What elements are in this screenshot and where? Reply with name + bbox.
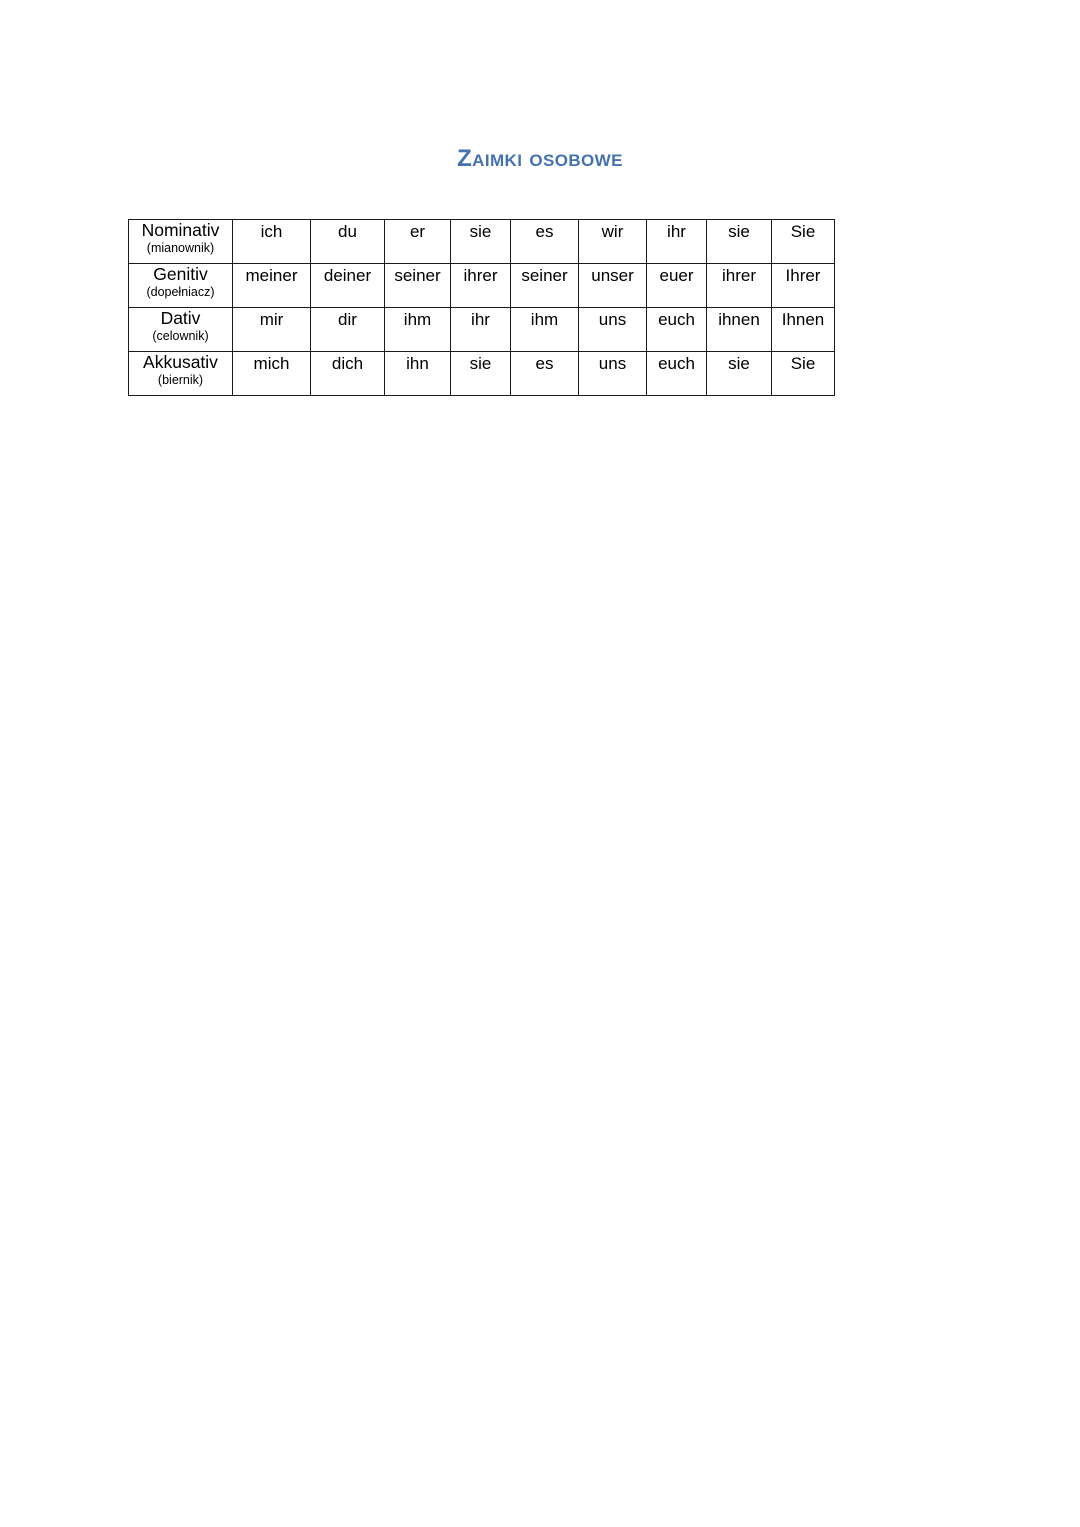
pronoun-cell: ihnen bbox=[706, 307, 772, 352]
pronoun-cell: Sie bbox=[771, 219, 835, 264]
pronoun-cell: meiner bbox=[232, 263, 311, 308]
pronoun-table-container: Nominativ (mianownik) ich du er sie es w… bbox=[128, 219, 835, 396]
pronoun-cell: euer bbox=[646, 263, 707, 308]
pronoun-cell: unser bbox=[578, 263, 647, 308]
pronoun-cell: ihrer bbox=[450, 263, 511, 308]
pronoun-cell: ich bbox=[232, 219, 311, 264]
pronoun-cell: er bbox=[384, 219, 451, 264]
pronoun-cell: uns bbox=[578, 307, 647, 352]
pronoun-cell: deiner bbox=[310, 263, 385, 308]
pronoun-cell: sie bbox=[450, 219, 511, 264]
case-label-cell: Dativ (celownik) bbox=[128, 307, 233, 352]
personal-pronouns-table: Nominativ (mianownik) ich du er sie es w… bbox=[128, 219, 835, 396]
pronoun-cell: sie bbox=[450, 351, 511, 396]
case-name: Nominativ bbox=[141, 220, 220, 240]
pronoun-cell: sie bbox=[706, 351, 772, 396]
pronoun-cell: seiner bbox=[384, 263, 451, 308]
pronoun-cell: dir bbox=[310, 307, 385, 352]
pronoun-cell: ihr bbox=[646, 219, 707, 264]
pronoun-cell: es bbox=[510, 351, 579, 396]
pronoun-cell: mich bbox=[232, 351, 311, 396]
pronoun-cell: ihm bbox=[384, 307, 451, 352]
pronoun-cell: euch bbox=[646, 351, 707, 396]
case-gloss: (biernik) bbox=[157, 373, 204, 387]
case-gloss: (celownik) bbox=[152, 329, 209, 343]
table-row: Akkusativ (biernik) mich dich ihn sie es… bbox=[128, 351, 835, 396]
page-title: Zaimki osobowe bbox=[457, 145, 623, 173]
pronoun-cell: uns bbox=[578, 351, 647, 396]
case-name: Akkusativ bbox=[143, 352, 218, 372]
pronoun-cell: ihn bbox=[384, 351, 451, 396]
table-row: Nominativ (mianownik) ich du er sie es w… bbox=[128, 219, 835, 264]
pronoun-cell: Ihrer bbox=[771, 263, 835, 308]
pronoun-cell: euch bbox=[646, 307, 707, 352]
case-label-cell: Akkusativ (biernik) bbox=[128, 351, 233, 396]
case-gloss: (dopełniacz) bbox=[146, 285, 215, 299]
page-title-container: Zaimki osobowe bbox=[0, 128, 1080, 190]
pronoun-cell: mir bbox=[232, 307, 311, 352]
pronoun-cell: dich bbox=[310, 351, 385, 396]
pronoun-cell: Ihnen bbox=[771, 307, 835, 352]
pronoun-cell: sie bbox=[706, 219, 772, 264]
pronoun-cell: du bbox=[310, 219, 385, 264]
pronoun-cell: es bbox=[510, 219, 579, 264]
table-row: Dativ (celownik) mir dir ihm ihr ihm uns… bbox=[128, 307, 835, 352]
case-name: Dativ bbox=[160, 308, 201, 328]
table-row: Genitiv (dopełniacz) meiner deiner seine… bbox=[128, 263, 835, 308]
case-name: Genitiv bbox=[153, 264, 208, 284]
case-gloss: (mianownik) bbox=[146, 241, 215, 255]
pronoun-cell: ihr bbox=[450, 307, 511, 352]
pronoun-cell: seiner bbox=[510, 263, 579, 308]
case-label-cell: Nominativ (mianownik) bbox=[128, 219, 233, 264]
pronoun-cell: ihm bbox=[510, 307, 579, 352]
case-label-cell: Genitiv (dopełniacz) bbox=[128, 263, 233, 308]
pronoun-cell: ihrer bbox=[706, 263, 772, 308]
pronoun-cell: Sie bbox=[771, 351, 835, 396]
pronoun-cell: wir bbox=[578, 219, 647, 264]
